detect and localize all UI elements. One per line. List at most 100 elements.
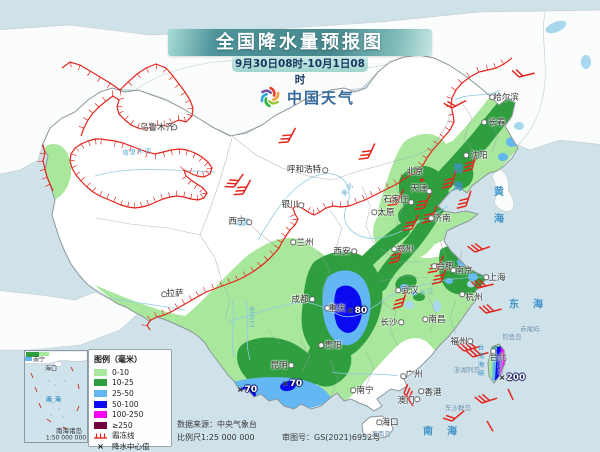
city-dot <box>408 199 414 205</box>
city-dot <box>309 296 315 302</box>
legend-center-value: × 降水中心值 <box>94 441 166 452</box>
legend-label: 0-10 <box>112 367 130 377</box>
map-scale: 比例尺1:25 000 000 <box>177 433 255 442</box>
city-dot <box>489 94 495 100</box>
city-dot <box>490 348 496 354</box>
legend-swatch <box>94 411 107 419</box>
inset-map <box>25 351 87 430</box>
wind-barb-icon <box>474 393 498 404</box>
legend-frost-line: 霜冻线 <box>94 431 166 442</box>
legend-label: 25-50 <box>112 388 134 398</box>
legend-item-≥250: ≥250 <box>94 420 166 431</box>
inset-city-nanning: 南宁 <box>32 356 46 364</box>
wind-barb-icon <box>511 68 535 78</box>
wind-barb-icon <box>431 266 448 285</box>
city-dot <box>318 342 324 348</box>
legend-box: 图例（毫米） 0-10 10-25 25-50 50-100 100-250 ≥250 霜… <box>88 349 172 451</box>
capital-star-icon: ★ <box>418 175 426 185</box>
legend-item-10-25: 10-25 <box>94 378 166 389</box>
city-dot <box>288 362 294 368</box>
wind-barb-icon <box>388 245 404 265</box>
wind-barb-icon <box>233 179 252 196</box>
china-weather-logo: 中国天气 <box>258 85 355 109</box>
data-source: 数据来源：中央气象台 <box>177 420 257 429</box>
wind-barb-icon <box>465 347 489 358</box>
wind-barb-icon <box>392 290 408 310</box>
frost-line <box>43 57 513 331</box>
legend-item-0-10: 0-10 <box>94 367 166 378</box>
wind-barb-icon <box>470 278 494 289</box>
legend-swatch <box>94 379 107 387</box>
city-dot <box>459 291 465 297</box>
wind-barb-icon <box>414 193 432 211</box>
city-dot <box>351 248 357 254</box>
city-dot <box>290 239 296 245</box>
legend-label: 100-250 <box>112 410 144 420</box>
city-dot <box>481 119 487 125</box>
inset-city-haikou: 海口 <box>44 365 58 373</box>
wind-barbs <box>224 68 535 432</box>
city-dot <box>161 291 167 297</box>
south-china-sea-inset: 南宁 海口 南海 南海诸岛 1:50 000 000 <box>24 350 88 443</box>
legend-swatch <box>94 368 107 376</box>
legend-swatch <box>94 421 107 429</box>
legend-label: 10-25 <box>112 378 134 388</box>
city-dot <box>171 124 177 130</box>
city-dot <box>400 373 406 379</box>
wind-barb-icon <box>387 189 405 207</box>
city-dot <box>376 419 382 425</box>
approval-number: 审图号：GS(2021)6952号 <box>282 433 381 442</box>
wind-barb-icon <box>486 420 494 432</box>
wind-barb-icon <box>402 214 420 232</box>
wind-barb-icon <box>278 127 297 144</box>
forecast-period: 9月30日08时-10月1日08时 <box>232 56 368 86</box>
legend-swatch <box>94 389 107 397</box>
city-dot <box>298 202 304 208</box>
wind-barb-icon <box>224 173 244 188</box>
wind-barb-icon <box>478 303 502 314</box>
wind-barb-icon <box>403 384 414 407</box>
wind-barb-icon <box>358 143 376 160</box>
city-dot <box>391 246 397 252</box>
wind-barb-icon <box>507 388 514 401</box>
city-dot <box>428 215 434 221</box>
inset-scale: 1:50 000 000 <box>45 434 87 442</box>
frost-line-label: 霜冻线 <box>112 431 135 441</box>
city-dot <box>463 152 469 158</box>
title-banner: 全国降水量预报图 <box>168 29 432 56</box>
legend-label: ≥250 <box>112 420 133 430</box>
city-dot <box>322 167 328 173</box>
city-dot <box>398 319 404 325</box>
center-value-icon: × <box>97 441 104 451</box>
wind-barb-icon <box>443 99 467 109</box>
legend-swatch <box>94 400 107 408</box>
city-dot <box>324 305 330 311</box>
city-dot <box>426 188 432 194</box>
legend-item-25-50: 25-50 <box>94 388 166 399</box>
frost-line-icon <box>94 433 107 440</box>
city-dot <box>350 387 356 393</box>
city-dot <box>467 338 473 344</box>
city-dot <box>371 209 377 215</box>
legend-item-50-100: 50-100 <box>94 399 166 410</box>
legend-title: 图例（毫米） <box>94 355 142 364</box>
inset-sea-label: 南海 <box>45 396 65 404</box>
wind-barb-icon <box>456 190 472 210</box>
wind-barb-icon <box>442 410 465 422</box>
city-dot <box>450 267 456 273</box>
center-value-label: 降水中心值 <box>112 441 150 451</box>
city-dot <box>418 388 424 394</box>
page-title: 全国降水量预报图 <box>216 32 384 53</box>
wind-barb-icon <box>441 170 457 190</box>
city-dot <box>414 396 420 402</box>
legend-item-100-250: 100-250 <box>94 409 166 420</box>
city-dot <box>431 263 437 269</box>
city-dot <box>483 274 489 280</box>
city-dot <box>422 316 428 322</box>
weather-pinwheel-icon <box>260 86 280 108</box>
city-dot <box>246 219 252 225</box>
inset-title: 南海诸岛 <box>56 427 82 435</box>
wind-barb-icon <box>467 242 491 253</box>
